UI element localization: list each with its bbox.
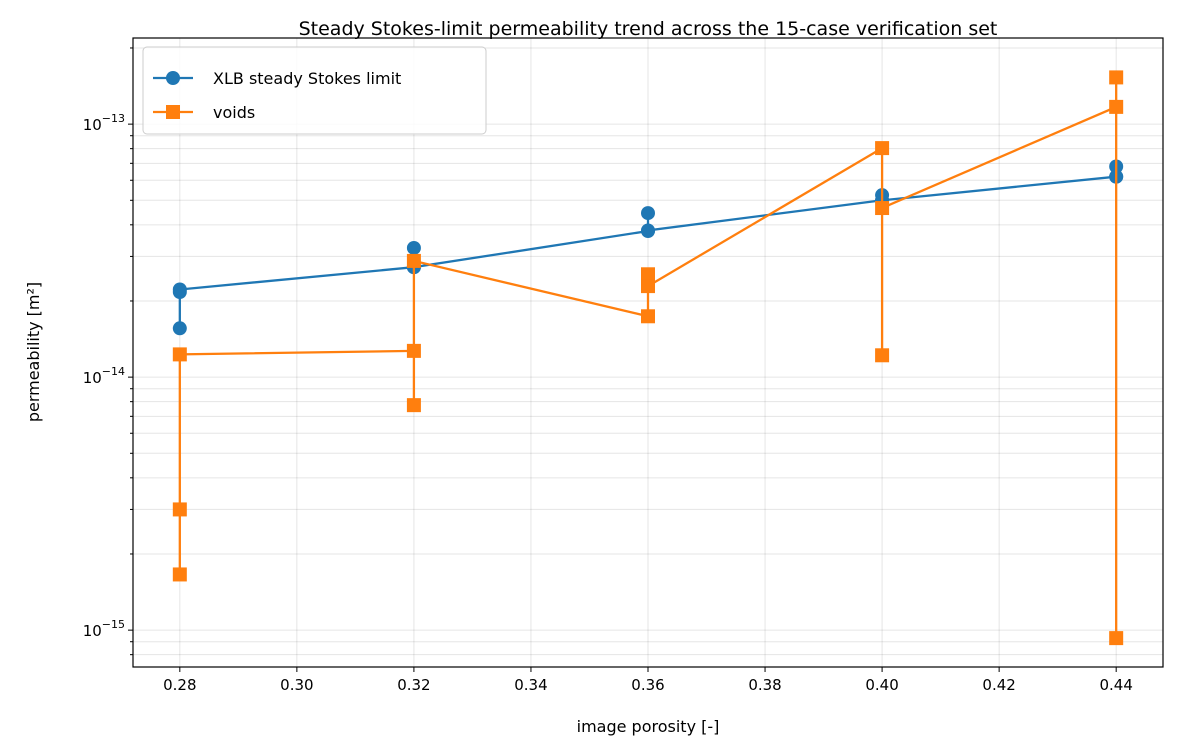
- y-tick-exponent: −13: [102, 112, 125, 125]
- y-tick-label: 10−14: [83, 365, 125, 387]
- x-tick-label: 0.32: [397, 676, 430, 694]
- data-point: [1109, 70, 1124, 85]
- data-point: [406, 253, 421, 268]
- legend-label: voids: [213, 103, 255, 122]
- grid: [133, 38, 1163, 667]
- data-point: [875, 141, 890, 156]
- y-tick-label: 10−15: [83, 618, 125, 640]
- x-axis-label: image porosity [-]: [577, 717, 720, 736]
- legend: XLB steady Stokes limit voids: [142, 46, 487, 135]
- data-point: [1109, 631, 1124, 646]
- data-point: [875, 348, 890, 363]
- chart-title: Steady Stokes-limit permeability trend a…: [299, 18, 998, 40]
- data-point: [406, 398, 421, 413]
- legend-entry: voids: [153, 103, 255, 122]
- data-point: [641, 267, 655, 282]
- y-tick-base: 10: [83, 116, 102, 134]
- x-tick-label: 0.42: [982, 676, 1015, 694]
- data-point: [406, 240, 421, 255]
- data-point: [641, 223, 655, 238]
- data-point: [172, 567, 187, 582]
- data-point: [641, 206, 655, 221]
- data-point: [172, 282, 187, 297]
- x-tick-label: 0.36: [631, 676, 664, 694]
- y-axis-label: permeability [m²]: [24, 282, 43, 422]
- legend-box: [142, 46, 487, 135]
- data-point: [172, 321, 187, 336]
- legend-label: XLB steady Stokes limit: [213, 69, 401, 88]
- data-point: [166, 71, 180, 85]
- x-axis: 0.28 0.30 0.32 0.34 0.36 0.38 0.40 0.42 0.44: [163, 667, 1133, 694]
- y-tick-label: 10−13: [83, 112, 125, 134]
- data-point: [641, 309, 655, 324]
- y-tick-exponent: −14: [102, 365, 125, 378]
- y-tick-exponent: −15: [102, 618, 125, 631]
- x-tick-label: 0.28: [163, 676, 196, 694]
- x-tick-label: 0.30: [280, 676, 313, 694]
- data-point: [875, 201, 890, 216]
- legend-entry: XLB steady Stokes limit: [153, 69, 401, 88]
- x-tick-label: 0.44: [1099, 676, 1132, 694]
- x-tick-label: 0.40: [865, 676, 898, 694]
- y-tick-base: 10: [83, 369, 102, 387]
- plot-frame: [132, 37, 1164, 668]
- data-point: [172, 347, 187, 362]
- data-point: [641, 279, 655, 294]
- x-tick-label: 0.38: [748, 676, 781, 694]
- data-point: [172, 502, 187, 517]
- plot-series: [172, 70, 1124, 646]
- series-1: [172, 70, 1124, 646]
- data-point: [406, 343, 421, 358]
- x-tick-label: 0.34: [514, 676, 547, 694]
- data-point: [1109, 99, 1124, 114]
- data-point: [166, 105, 180, 119]
- y-tick-base: 10: [83, 622, 102, 640]
